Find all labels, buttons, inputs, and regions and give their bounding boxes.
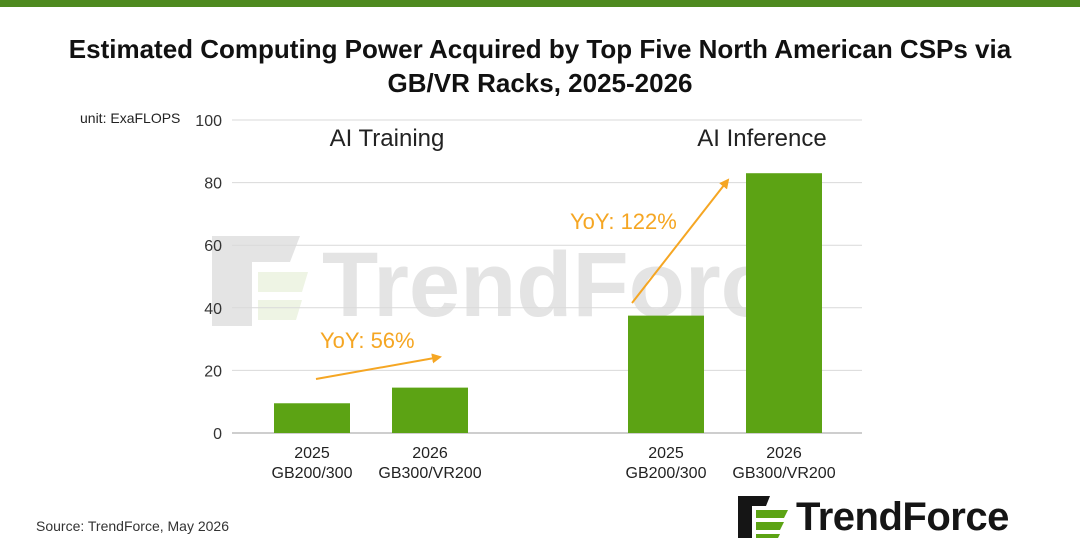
bar-training-2026 xyxy=(392,387,468,433)
x-tick-platform: GB200/300 xyxy=(272,465,353,482)
y-tick-label: 0 xyxy=(213,426,222,443)
yoy-annotation: YoY: 56% xyxy=(320,328,415,353)
x-tick-year: 2026 xyxy=(412,445,448,462)
logo-text: TrendForce xyxy=(796,495,1009,539)
x-tick-platform: GB200/300 xyxy=(626,465,707,482)
x-tick-year: 2025 xyxy=(294,445,330,462)
unit-label: unit: ExaFLOPS xyxy=(80,110,181,126)
group-label: AI Training xyxy=(330,125,445,152)
top-accent-bar xyxy=(0,0,1080,7)
bar-training-2025 xyxy=(274,403,350,433)
watermark: TrendForce xyxy=(212,234,823,336)
y-tick-label: 80 xyxy=(204,176,222,193)
bar-inference-2025 xyxy=(628,315,704,433)
source-note: Source: TrendForce, May 2026 xyxy=(36,518,229,534)
watermark-icon xyxy=(212,236,300,262)
y-tick-label: 20 xyxy=(204,363,222,380)
x-tick-platform: GB300/VR200 xyxy=(732,465,835,482)
watermark-icon xyxy=(258,272,308,292)
trendforce-logo-icon xyxy=(738,496,788,538)
bar-inference-2026 xyxy=(746,173,822,433)
trendforce-logo: TrendForce xyxy=(738,492,1048,542)
y-tick-label: 40 xyxy=(204,301,222,318)
x-tick-year: 2025 xyxy=(648,445,684,462)
chart-title: Estimated Computing Power Acquired by To… xyxy=(0,32,1080,100)
title-line-2: GB/VR Racks, 2025-2026 xyxy=(387,68,693,98)
x-tick-year: 2026 xyxy=(766,445,802,462)
y-tick-label: 60 xyxy=(204,238,222,255)
group-label: AI Inference xyxy=(697,125,826,152)
title-line-1: Estimated Computing Power Acquired by To… xyxy=(68,34,1012,64)
yoy-arrow xyxy=(315,353,442,380)
yoy-arrow xyxy=(631,178,730,304)
watermark-text: TrendForce xyxy=(322,234,823,336)
watermark-icon xyxy=(258,300,302,320)
x-tick-platform: GB300/VR200 xyxy=(378,465,481,482)
yoy-annotation: YoY: 122% xyxy=(570,209,677,234)
y-tick-label: 100 xyxy=(195,113,222,130)
